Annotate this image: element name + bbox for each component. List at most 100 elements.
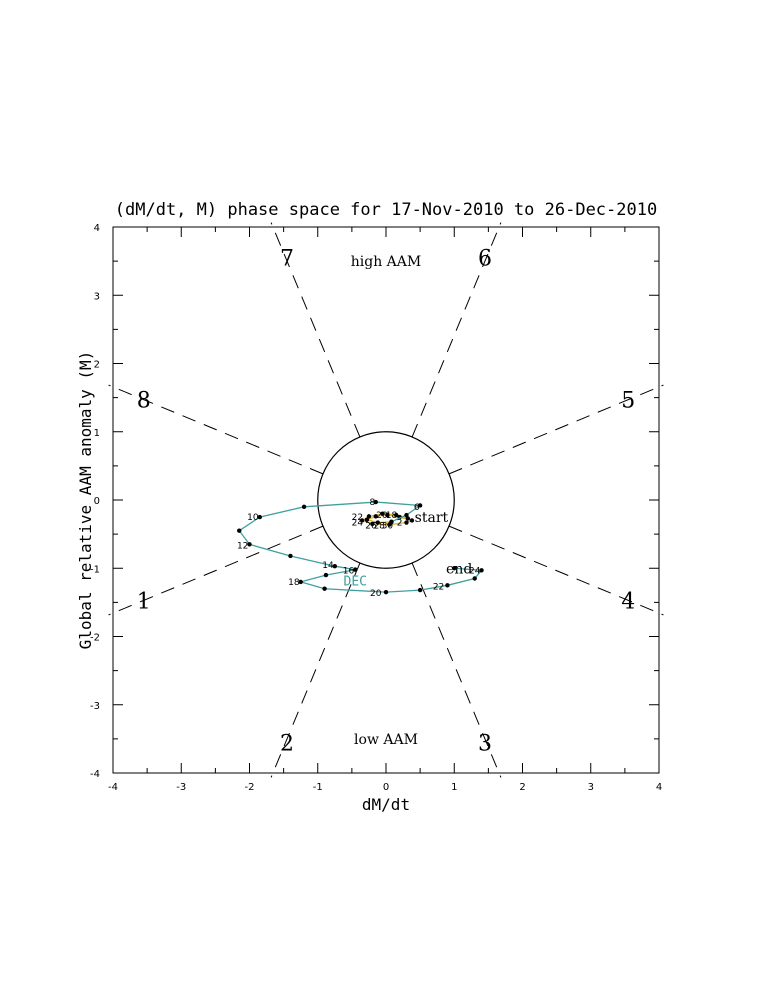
trajectory-point <box>332 564 338 569</box>
y-tick-label: -3 <box>90 701 100 712</box>
trajectory-point <box>322 586 327 591</box>
trajectory-point <box>323 572 329 578</box>
phase-divider-line <box>270 222 361 438</box>
x-tick-label: 2 <box>519 782 525 793</box>
trajectory-point <box>366 514 372 519</box>
trajectory-point <box>380 511 385 516</box>
day-label: 20 <box>370 589 382 599</box>
trajectory-point <box>257 514 262 520</box>
phase-number: 8 <box>137 389 151 414</box>
chart-title: (dM/dt, M) phase space for 17-Nov-2010 t… <box>115 200 657 220</box>
phase-divider-line <box>270 562 361 778</box>
y-tick-label: -1 <box>90 564 100 575</box>
phase-divider-line <box>448 525 664 616</box>
trajectory-point <box>417 587 423 593</box>
trajectory-point <box>247 542 252 547</box>
trajectory-point <box>370 521 375 527</box>
y-tick-label: 0 <box>94 496 100 507</box>
start-annotation: start <box>415 510 449 526</box>
x-tick-label: -1 <box>313 782 323 793</box>
x-axis-label: dM/dt <box>362 795 410 814</box>
phase-divider-line <box>411 562 502 778</box>
day-label: 24 <box>469 566 481 576</box>
phase-divider-line <box>448 384 664 475</box>
trajectory-point <box>405 516 411 521</box>
x-tick-label: 1 <box>451 782 457 793</box>
trajectory-point <box>373 514 378 519</box>
day-label: 18 <box>288 578 300 588</box>
trajectory-point <box>353 567 358 572</box>
series-layer <box>237 499 484 595</box>
day-label: 20 <box>376 511 388 521</box>
trajectory-point <box>404 512 409 518</box>
day-label: 26 <box>365 521 377 531</box>
trajectory-point <box>452 566 457 571</box>
end-annotation: end <box>446 561 472 577</box>
day-label: 6 <box>414 503 420 513</box>
phase-number: 5 <box>621 389 635 414</box>
x-tick-label: -4 <box>108 782 118 793</box>
phase-number: 7 <box>280 247 294 272</box>
trajectory-point <box>409 518 415 523</box>
day-label: 12 <box>237 542 248 552</box>
day-label: 24 <box>352 519 364 529</box>
phase-divider-line <box>108 384 324 475</box>
trajectory-line-1 <box>238 501 483 593</box>
trajectory-point <box>383 589 389 595</box>
region-label: high AAM <box>351 254 421 270</box>
phase-number: 2 <box>280 731 294 756</box>
trajectory-point <box>389 519 394 525</box>
trajectory-point <box>394 512 399 518</box>
phase-number: 3 <box>478 731 492 756</box>
day-label: 14 <box>322 561 334 571</box>
trajectory-point <box>445 583 450 588</box>
y-tick-label: 2 <box>94 360 100 371</box>
trajectory-point <box>237 528 242 533</box>
phase-divider-line <box>411 222 502 438</box>
plot-frame <box>112 226 660 774</box>
trajectory-point <box>364 517 370 522</box>
month-label: DEC <box>344 575 367 590</box>
trajectory-point <box>472 576 477 581</box>
y-tick-label: -2 <box>90 633 100 644</box>
unit-circle <box>317 431 455 569</box>
trajectory-point <box>359 518 365 523</box>
trajectory-point <box>298 579 303 585</box>
day-label: 28 <box>373 521 385 531</box>
x-tick-label: 0 <box>383 782 389 793</box>
y-axis-label: Global relative AAM anomaly (M) <box>76 351 95 650</box>
day-label: 8 <box>369 498 375 508</box>
trajectory-point <box>375 520 381 525</box>
trajectory-point <box>417 503 423 508</box>
phase-guides <box>108 222 664 778</box>
y-tick-label: 4 <box>94 223 100 234</box>
trajectory-point <box>479 568 484 573</box>
x-tick-label: 3 <box>588 782 594 793</box>
trajectory-point <box>404 520 409 525</box>
day-label: 22 <box>352 513 363 523</box>
x-tick-label: -2 <box>245 782 255 793</box>
trajectory-point <box>288 553 293 559</box>
phase-divider-line <box>108 525 324 616</box>
x-tick-label: -3 <box>176 782 186 793</box>
day-label: 18 <box>386 511 398 521</box>
trajectory-point <box>301 504 307 510</box>
phase-number: 6 <box>478 247 492 272</box>
phase-number: 1 <box>137 589 151 614</box>
region-label: low AAM <box>354 732 418 748</box>
day-label: 10 <box>247 513 259 523</box>
y-tick-label: 1 <box>94 428 100 439</box>
trajectory-point <box>385 512 390 518</box>
y-tick-label: -4 <box>90 769 100 780</box>
day-label: 16 <box>343 566 355 576</box>
phase-number: 4 <box>621 589 635 614</box>
trajectory-point <box>373 499 378 505</box>
y-tick-label: 3 <box>94 291 100 302</box>
x-tick-label: 4 <box>656 782 662 793</box>
day-label: 30 <box>382 521 394 531</box>
day-label: 22 <box>433 583 444 593</box>
day-label: 2 <box>397 519 403 529</box>
